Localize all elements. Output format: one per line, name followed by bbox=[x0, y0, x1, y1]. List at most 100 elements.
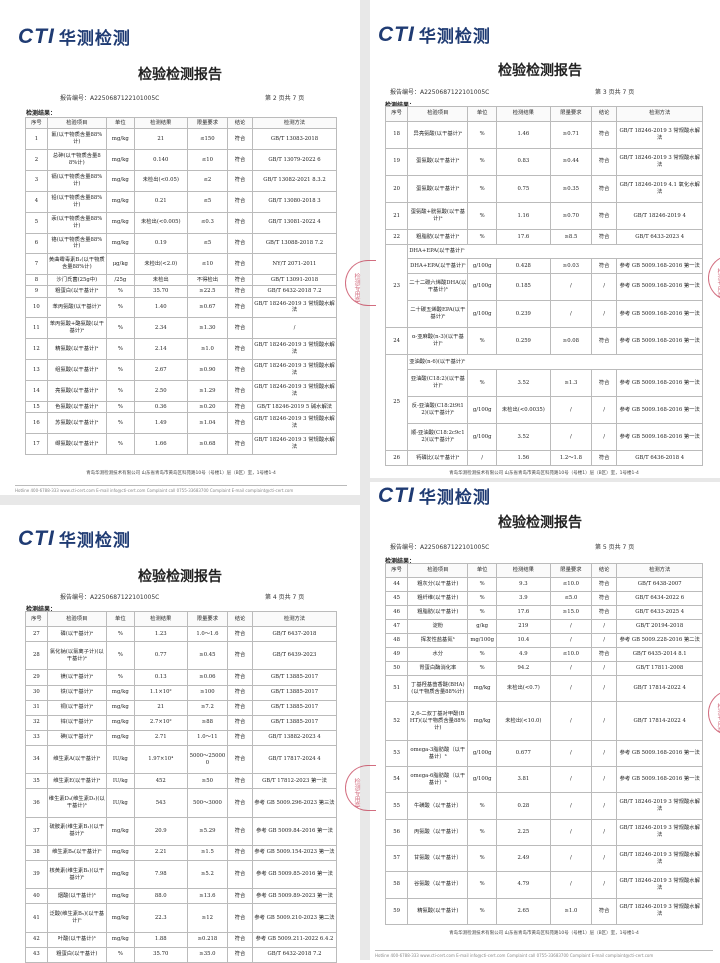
test-item: 粗蛋白(以干基计)ᵃ bbox=[46, 285, 107, 298]
table-row: 2 总砷(以干物质含量88%计) mg/kg 0.140 ≤10 符合 GB/T 13079… bbox=[25, 149, 338, 171]
test-result: 0.21 bbox=[133, 190, 188, 213]
test-item: 粗脂肪(以干基计) bbox=[407, 605, 469, 621]
conclusion: 符合 bbox=[590, 120, 618, 149]
table-row: 38 维生素B₆(以干基计)ᵇ mg/kg 2.21 ≥1.5 符合 参考 GB 5009.… bbox=[25, 844, 338, 861]
unit: % bbox=[467, 229, 497, 245]
limit: ≥0.45 bbox=[186, 641, 229, 671]
test-item: 镉(以干物质含量88%计) bbox=[46, 169, 107, 192]
unit: IU/kg bbox=[105, 788, 135, 818]
limit: / bbox=[549, 792, 593, 820]
limit: 5000～250000 bbox=[186, 744, 229, 775]
test-result: 0.140 bbox=[133, 149, 188, 171]
test-item: 铜(以干基计)ᵃ bbox=[46, 699, 107, 716]
limit: / bbox=[549, 675, 593, 703]
limit: ≥1.30 bbox=[186, 317, 229, 340]
test-result: 0.19 bbox=[133, 232, 188, 255]
test-item: 维生素D₃(维生素D₃)(以干基计)ᵇ bbox=[46, 788, 107, 818]
unit: % bbox=[467, 605, 497, 621]
test-method: 参考 GB 5009.168-2016 第一法 bbox=[616, 327, 703, 356]
column-header: 检验项目 bbox=[46, 116, 107, 130]
test-method: GB/T 18246-2019 3 常规酸水解法 bbox=[616, 818, 703, 846]
test-item: DHA+EPA(以干基计)ᵇ bbox=[407, 258, 469, 274]
unit: % bbox=[105, 626, 135, 643]
row-number: 49 bbox=[384, 647, 409, 663]
table-row: 14 亮氨酸(以干基计)ᵃ% 2.50 ≥1.29 符合 GB/T 18246-2019 … bbox=[25, 380, 338, 402]
test-method: GB/T 18246-2019 3 常规酸水解法 bbox=[616, 844, 703, 873]
test-item: 氟(以干物质含量88%计) bbox=[46, 128, 107, 151]
test-method: GB/T 17814-2022 4 bbox=[616, 675, 703, 703]
test-method: 参考 GB 5009.296-2023 第三法 bbox=[251, 788, 338, 818]
test-item: 组氨酸(以干基计)ᵃ bbox=[46, 359, 107, 382]
seal-text: 检测专用章 bbox=[353, 778, 360, 808]
test-result: 2.14 bbox=[133, 338, 188, 361]
limit: / bbox=[549, 739, 593, 768]
conclusion: 符合 bbox=[227, 232, 253, 255]
conclusion: 符合 bbox=[227, 684, 253, 701]
test-item: 苯丙氨酸(以干基计)ᵃ bbox=[46, 296, 107, 319]
test-item: 钙磷比(以干基计)ᵃ bbox=[407, 450, 469, 466]
unit: mg/kg bbox=[105, 729, 135, 746]
unit: % bbox=[467, 327, 497, 356]
table-row: 52 2,6-二叔丁基对甲酚(BHT)(以干物质含量88%计) mg/kg 未检出(<… bbox=[384, 701, 703, 741]
conclusion: 符合 bbox=[590, 229, 618, 245]
unit: % bbox=[467, 368, 497, 398]
test-method: GB/T 6438-2007 bbox=[616, 577, 703, 593]
logo-cn: 华测检测 bbox=[418, 27, 491, 47]
table-row: 45 粗纤维(以干基计)% 3.9 ≤5.0 符合 GB/T 6434-2022 6 bbox=[384, 591, 703, 607]
row-number: 19 bbox=[384, 147, 409, 176]
unit: mg/kg bbox=[467, 675, 497, 703]
limit: ≤0.3 bbox=[186, 211, 229, 234]
row-number: 31 bbox=[25, 699, 48, 716]
unit: % bbox=[105, 412, 135, 434]
report-title: 检验检测报告 bbox=[138, 569, 222, 585]
table-row: 32 锌(以干基计)ᵃ mg/kg 2.7×10² ≥88 符合 GB/T 13885-20… bbox=[25, 714, 338, 731]
table-subrow: 二十碳五烯酸EPA(以干基计)ᵇ g/100g 0.239// 参考 GB 5009.… bbox=[386, 299, 703, 329]
table-row: 31 铜(以干基计)ᵃ mg/kg 21 ≥7.2 符合 GB/T 13885-2017 bbox=[25, 699, 338, 716]
conclusion: / bbox=[590, 871, 618, 899]
conclusion: 符合 bbox=[227, 714, 253, 731]
table-row: 11 苯丙氨酸+酪氨酸(以干基计)ᵃ% 2.34 ≥1.30 符合 / bbox=[25, 317, 338, 340]
page-number: 第 5 页共 7 页 bbox=[595, 544, 635, 551]
row-number: 20 bbox=[384, 174, 409, 204]
unit: μg/kg bbox=[105, 253, 135, 276]
cti-logo: CTI 华测检测 bbox=[18, 526, 131, 552]
table-header-row: 序号 检验项目 单位 检测结果 限量要求 结论 检测方法 bbox=[25, 610, 338, 628]
test-item: 铁(以干基计)ᵃ bbox=[46, 684, 107, 701]
group-title: 亚油酸(n-6)(以干基计)ᵇ bbox=[407, 354, 703, 370]
unit: mg/kg bbox=[105, 903, 135, 933]
report-number: 报告编号：A2250687122101005C bbox=[390, 544, 490, 551]
conclusion: 符合 bbox=[590, 202, 618, 231]
test-result: 21 bbox=[133, 128, 188, 151]
test-method: GB/T 18246-2019 3 常规酸水解法 bbox=[616, 871, 703, 899]
test-result: 2.71 bbox=[133, 729, 188, 746]
unit: % bbox=[105, 641, 135, 671]
test-result: 452 bbox=[133, 773, 188, 790]
table-header-row: 序号 检验项目 单位 检测结果 限量要求 结论 检测方法 bbox=[25, 116, 338, 130]
conclusion: / bbox=[590, 272, 618, 302]
row-number: 30 bbox=[25, 684, 48, 701]
test-result: 未检出(<0.7) bbox=[495, 675, 551, 703]
test-result: 88.0 bbox=[133, 888, 188, 905]
test-result: 1.97×10⁴ bbox=[133, 744, 188, 775]
conclusion: 符合 bbox=[590, 577, 618, 593]
unit: mg/kg bbox=[105, 844, 135, 861]
column-header: 检测方法 bbox=[616, 562, 703, 579]
column-header: 单位 bbox=[467, 106, 497, 122]
seal-text: 检测专用章 bbox=[716, 703, 720, 733]
test-item: 挥发性盐基氮ᵇ bbox=[407, 633, 469, 649]
test-method: 参考 GB 5009.168-2016 第一法 bbox=[616, 272, 703, 302]
test-result: 1.66 bbox=[133, 432, 188, 456]
test-result: 0.239 bbox=[495, 299, 551, 329]
test-item: 苏氨酸(以干基计)ᵃ bbox=[46, 412, 107, 434]
logo-cn: 华测检测 bbox=[58, 531, 131, 551]
test-item: 铅(以干物质含量88%计) bbox=[46, 190, 107, 213]
limit: ≥15.0 bbox=[549, 605, 593, 621]
test-method: GB/T 18246-2019 3 常规酸水解法 bbox=[251, 412, 338, 434]
conclusion: / bbox=[590, 633, 618, 649]
limit: ≥0.08 bbox=[549, 327, 593, 356]
test-item: 烟酸(以干基计)ᵇ bbox=[46, 888, 107, 905]
limit: / bbox=[549, 818, 593, 846]
column-header: 序号 bbox=[384, 562, 409, 579]
page-divider bbox=[370, 478, 720, 482]
seal-text: 检测专用章 bbox=[353, 273, 360, 303]
